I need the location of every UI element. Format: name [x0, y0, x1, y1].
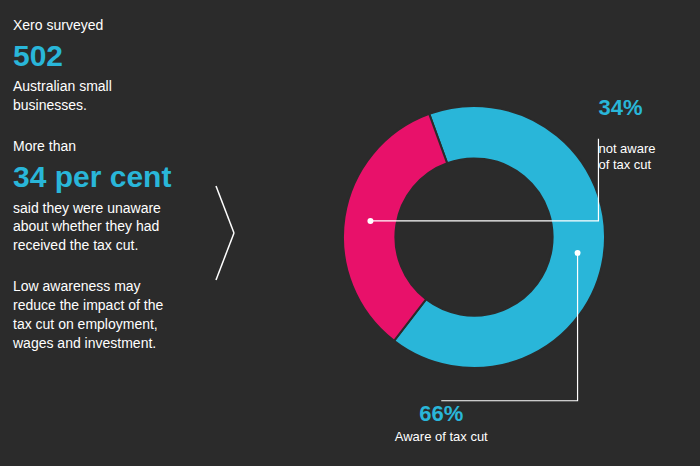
svg-text:not awareof tax cut: not awareof tax cut [598, 141, 655, 172]
svg-text:Aware of tax cut: Aware of tax cut [395, 428, 488, 443]
svg-text:34%: 34% [598, 95, 642, 120]
html-text:More than: More than [13, 138, 76, 155]
html-text:502: 502 [13, 38, 64, 72]
html-text:Xero surveyed: Xero surveyed [13, 17, 104, 33]
html-text:34 per cent: 34 per cent [13, 160, 172, 194]
svg-text:66%: 66% [419, 401, 463, 426]
html-text:said they were unaware about w: said they were unaware about whether the… [13, 199, 161, 254]
html-text:Australian small businesses.: Australian small businesses. [13, 78, 112, 114]
html-text:Low awareness may reduce the i: Low awareness may reduce the impact of t… [13, 278, 164, 351]
